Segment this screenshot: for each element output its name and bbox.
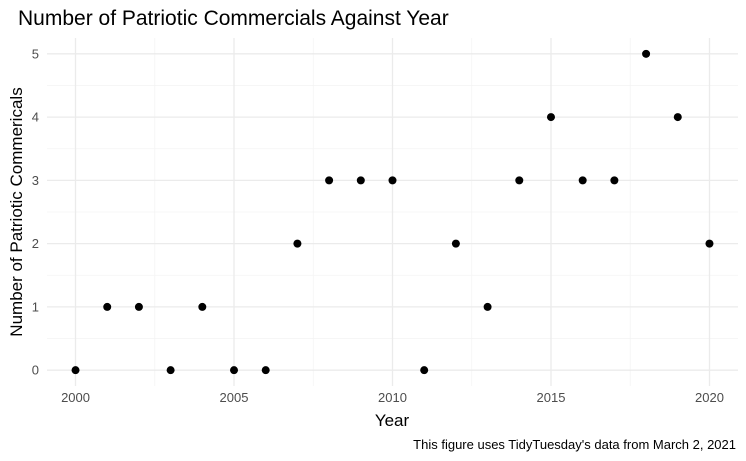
y-tick-label: 5	[32, 46, 39, 61]
x-tick-labels: 2000 2005 2010 2015 2020	[61, 390, 724, 405]
x-tick-label: 2005	[220, 390, 249, 405]
data-point	[166, 366, 175, 375]
data-point	[325, 176, 334, 185]
data-point	[103, 302, 112, 311]
chart-title: Number of Patriotic Commercials Against …	[18, 7, 449, 30]
x-tick-label: 2015	[537, 390, 566, 405]
data-point	[420, 366, 429, 375]
data-point	[356, 176, 365, 185]
data-point	[515, 176, 524, 185]
y-tick-label: 0	[32, 363, 39, 378]
y-tick-label: 2	[32, 236, 39, 251]
data-point	[71, 366, 80, 375]
data-point	[261, 366, 270, 375]
data-point	[198, 302, 207, 311]
data-point	[610, 176, 619, 185]
x-tick-label: 2020	[695, 390, 724, 405]
y-tick-labels: 0 1 2 3 4 5	[32, 46, 39, 377]
data-point	[546, 113, 555, 122]
x-tick-label: 2010	[378, 390, 407, 405]
data-point	[230, 366, 239, 375]
data-point	[134, 302, 143, 311]
data-point	[705, 239, 714, 248]
y-tick-label: 3	[32, 173, 39, 188]
data-point	[642, 49, 651, 58]
x-axis-title: Year	[375, 411, 410, 430]
y-tick-label: 4	[32, 110, 39, 125]
data-point	[451, 239, 460, 248]
x-tick-label: 2000	[61, 390, 90, 405]
y-axis-title: Number of Patriotic Commericals	[7, 87, 26, 336]
data-point	[673, 113, 682, 122]
data-point	[388, 176, 397, 185]
data-point	[483, 302, 492, 311]
data-points	[71, 49, 714, 375]
grid	[47, 38, 738, 386]
chart-caption: This figure uses TidyTuesday's data from…	[413, 437, 736, 452]
data-point	[578, 176, 587, 185]
y-tick-label: 1	[32, 299, 39, 314]
data-point	[293, 239, 302, 248]
